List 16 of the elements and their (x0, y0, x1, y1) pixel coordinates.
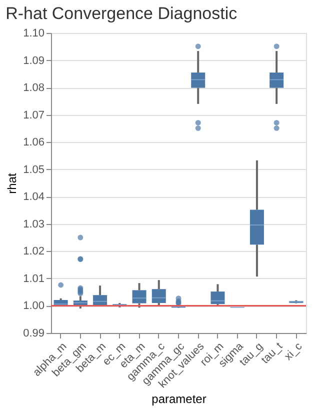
y-tick-label: 1.08 (23, 82, 44, 94)
x-tick-label: xi_c (282, 340, 306, 363)
y-tick-label: 0.99 (23, 328, 44, 340)
y-tick-label: 1.03 (23, 218, 44, 230)
y-tick-label: 1.04 (23, 191, 44, 204)
y-tick-label: 1.10 (23, 28, 44, 40)
y-tick-label: 1.00 (23, 300, 44, 312)
y-axis-title: rhat (5, 172, 20, 194)
chart-title: R-hat Convergence Diagnostic (6, 4, 238, 23)
y-tick-label: 1.05 (23, 164, 44, 176)
y-tick-label: 1.02 (23, 246, 44, 258)
y-tick-label: 1.09 (23, 54, 44, 67)
x-axis-title: parameter (152, 392, 206, 406)
y-tick-label: 1.06 (23, 136, 44, 149)
y-tick-label: 1.01 (23, 272, 44, 285)
y-tick-label: 1.07 (23, 109, 44, 122)
